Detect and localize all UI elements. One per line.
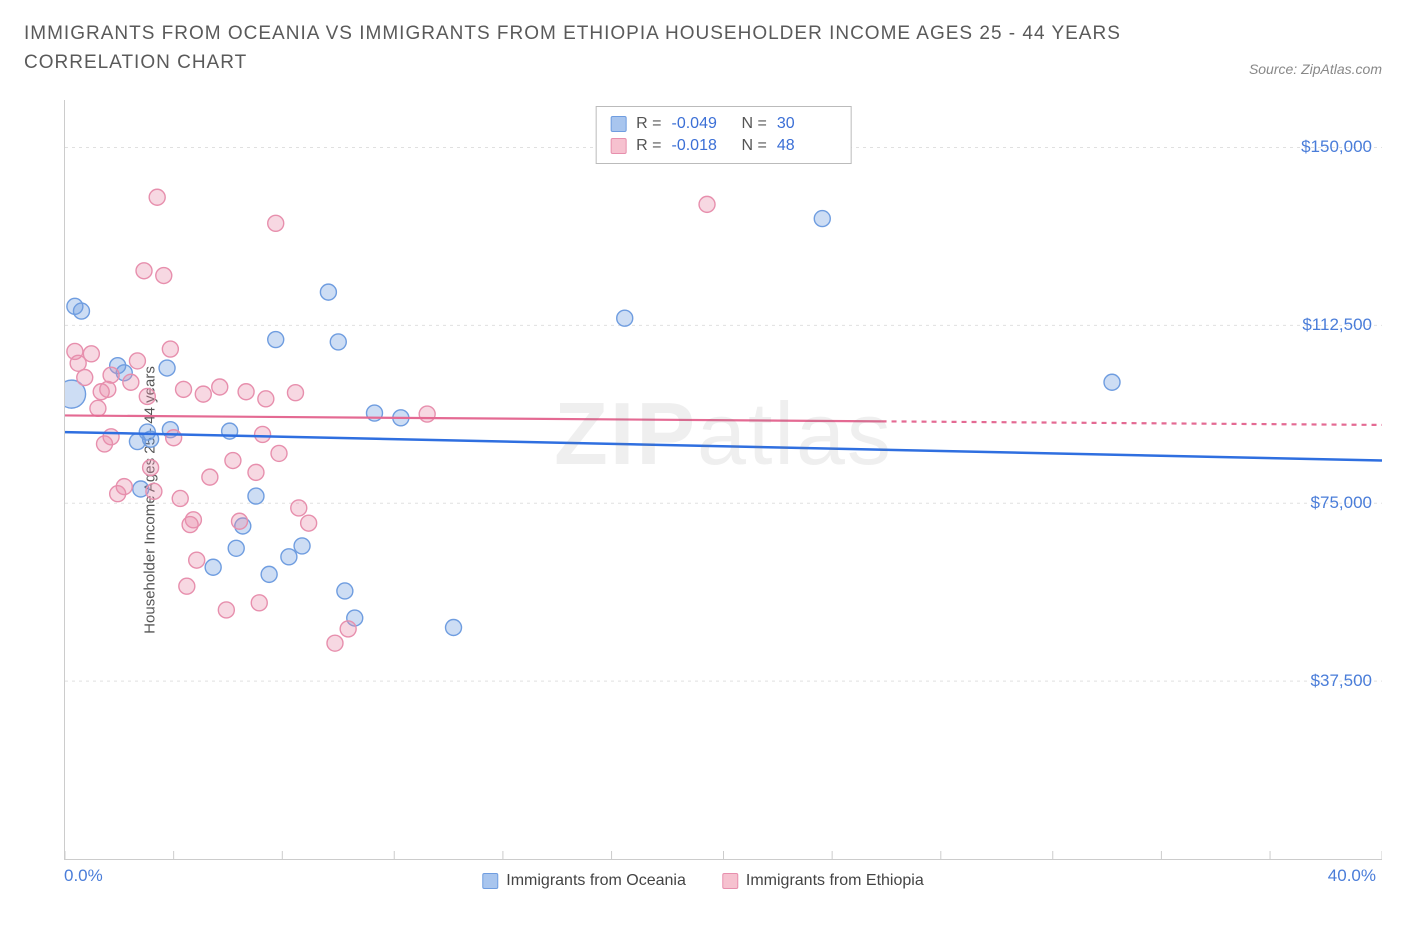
r-value: -0.018 bbox=[672, 137, 732, 155]
plot-region: R =-0.049N =30R =-0.018N =48 ZIPatlas $3… bbox=[64, 100, 1382, 860]
chart-title: IMMIGRANTS FROM OCEANIA VS IMMIGRANTS FR… bbox=[24, 20, 1124, 77]
legend-item: Immigrants from Oceania bbox=[482, 872, 686, 890]
x-axis-min: 0.0% bbox=[64, 866, 103, 886]
legend-item: Immigrants from Ethiopia bbox=[722, 872, 924, 890]
plot-svg bbox=[65, 100, 1382, 859]
chart-source: Source: ZipAtlas.com bbox=[1249, 61, 1382, 77]
n-value: 48 bbox=[777, 137, 837, 155]
legend-swatch bbox=[610, 116, 626, 132]
correlation-legend: R = -0.049 N = 30 R = -0.018 N = 48 bbox=[595, 106, 852, 164]
r-value: -0.049 bbox=[672, 115, 732, 133]
legend-label: Immigrants from Oceania bbox=[506, 872, 686, 890]
y-tick-label: $150,000 bbox=[1301, 137, 1372, 157]
chart-area: Householder Income Ages 25 - 44 years R … bbox=[24, 100, 1382, 900]
n-value: 30 bbox=[777, 115, 837, 133]
r-label: R = bbox=[636, 137, 661, 155]
legend-swatch bbox=[722, 873, 738, 889]
n-label: N = bbox=[742, 115, 767, 133]
legend-label: Immigrants from Ethiopia bbox=[746, 872, 924, 890]
chart-header: IMMIGRANTS FROM OCEANIA VS IMMIGRANTS FR… bbox=[0, 0, 1406, 85]
y-tick-label: $37,500 bbox=[1311, 671, 1372, 691]
legend-swatch bbox=[610, 138, 626, 154]
legend-swatch bbox=[482, 873, 498, 889]
legend-row: R = -0.018 N = 48 bbox=[610, 135, 837, 157]
r-label: R = bbox=[636, 115, 661, 133]
n-label: N = bbox=[742, 137, 767, 155]
y-tick-label: $75,000 bbox=[1311, 493, 1372, 513]
legend-row: R = -0.049 N = 30 bbox=[610, 113, 837, 135]
series-legend: Immigrants from Oceania Immigrants from E… bbox=[482, 872, 923, 890]
y-tick-label: $112,500 bbox=[1302, 315, 1372, 335]
x-axis-max: 40.0% bbox=[1328, 866, 1376, 886]
